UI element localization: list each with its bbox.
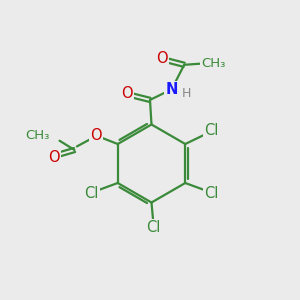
Text: CH₃: CH₃ <box>25 129 50 142</box>
Text: O: O <box>90 128 102 143</box>
Text: O: O <box>156 51 167 66</box>
Text: N: N <box>165 82 178 97</box>
Text: O: O <box>121 86 133 101</box>
Text: O: O <box>49 150 60 165</box>
Text: Cl: Cl <box>146 220 160 235</box>
Text: Cl: Cl <box>204 186 219 201</box>
Text: CH₃: CH₃ <box>201 57 226 70</box>
Text: Cl: Cl <box>204 123 219 138</box>
Text: Cl: Cl <box>84 186 99 201</box>
Text: H: H <box>181 86 191 100</box>
